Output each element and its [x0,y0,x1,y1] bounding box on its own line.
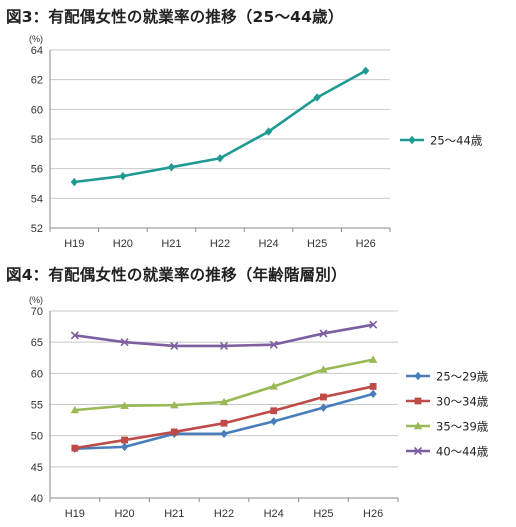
chart-1-legend-marker-1 [408,135,416,145]
chart-2-series-2-point [170,428,178,436]
chart-1-series-1-point [362,66,370,75]
chart-1-x-tick-label: H20 [113,238,133,250]
chart-1-y-tick-label: 56 [31,164,43,176]
chart-2-x-tick-label: H22 [214,508,234,520]
chart-2-legend-marker-3 [413,421,423,430]
chart-2-series-3-point [368,355,378,363]
chart-2-legend-marker-2 [414,397,422,405]
chart-1-x-tick-label: H19 [64,238,84,250]
chart-2-y-unit-label: (%) [29,295,43,305]
chart-2-x-tick-label: H19 [65,508,85,520]
chart-1-x-tick-label: H24 [258,238,278,250]
chart-1-y-tick-label: 54 [31,193,43,205]
chart-1-x-tick-label: H26 [356,238,376,250]
chart-1-series-1-point [167,162,176,172]
chart-2-legend-label-4: 40～44歳 [436,445,489,459]
chart-2-series-2-point [121,436,128,444]
chart-2-series-4-point [319,329,328,338]
chart-2-y-tick-label: 55 [31,400,43,412]
chart-2-legend-label-3: 35～39歳 [436,420,489,434]
chart-1-series-1-point [119,171,127,181]
chart-2-series-3-point [269,382,278,390]
chart-2-title: 図4：有配偶女性の就業率の推移（年齢階層別） [6,266,347,284]
chart-2-series-3-point [120,401,129,409]
chart-2-legend-label-1: 25～29歳 [436,370,489,384]
chart-1-title: 図3：有配偶女性の就業率の推移（25～44歳） [6,8,344,26]
chart-1-y-tick-label: 64 [31,45,43,57]
chart-2-x-tick-label: H26 [363,508,383,520]
chart-1-series-1-point [264,127,273,136]
chart-2-series-1-point [369,389,377,399]
chart-2-y-tick-label: 60 [31,368,43,380]
chart-2-series-3-point [319,365,328,373]
chart-2-series-3-point [219,397,229,406]
chart-2-series-2-point [71,444,79,452]
chart-2-series-2-line [74,385,374,450]
chart-2-series-2-point [320,393,327,401]
chart-1-y-unit-label: (%) [29,34,43,44]
chart-2-series-2-point [270,407,278,415]
chart-2-y-tick-label: 65 [31,337,43,349]
chart-2-y-tick-label: 45 [31,462,43,474]
chart-1-series-1-point [70,177,78,187]
chart-2-series-1-point [319,403,328,412]
chart-2-legend-marker-4 [413,446,423,456]
chart-1-x-tick-label: H22 [210,238,230,250]
chart-2-series-3-point [170,400,179,409]
chart-2-x-tick-label: H25 [313,508,333,520]
chart-2-series-4-point [120,338,129,347]
chart-2-y-tick-label: 70 [31,306,43,318]
chart-2-series-4-point [269,340,278,349]
chart-1-y-tick-label: 52 [31,223,43,235]
chart-2-series-4-point [170,341,179,350]
chart-2-legend-label-2: 30～34歳 [436,395,489,409]
chart-2-series-1-point [270,417,278,426]
chart-2-series-4-point [70,331,79,340]
chart-2-x-tick-label: H20 [114,508,134,520]
chart-2-series-4-point [369,320,378,329]
chart-2-x-tick-label: H21 [164,508,184,520]
chart-2-series-1-point [120,442,129,452]
chart-2-y-tick-label: 50 [31,431,43,443]
chart-1-x-tick-label: H25 [307,238,327,250]
chart-2-y-tick-label: 40 [31,493,43,505]
chart-2-x-tick-label: H24 [264,508,284,520]
chart-1-x-tick-label: H21 [161,238,181,250]
chart-2-series-2-point [220,419,228,427]
chart-1-y-tick-label: 60 [31,104,43,116]
chart-2-legend-marker-1 [414,371,422,381]
chart-2-series-2-point [369,383,377,390]
chart-1-y-tick-label: 58 [31,134,43,146]
chart-2-series-4-line [74,323,374,348]
chart-1-series-1-point [313,93,321,102]
chart-2-series-3-point [70,405,80,414]
chart-1-y-tick-label: 62 [31,75,43,87]
chart-1-legend-label-1: 25～44歳 [430,134,483,148]
chart-1-series-1-point [216,154,224,163]
chart-2-series-1-point [220,429,228,438]
chart-2-series-4-point [219,341,229,350]
